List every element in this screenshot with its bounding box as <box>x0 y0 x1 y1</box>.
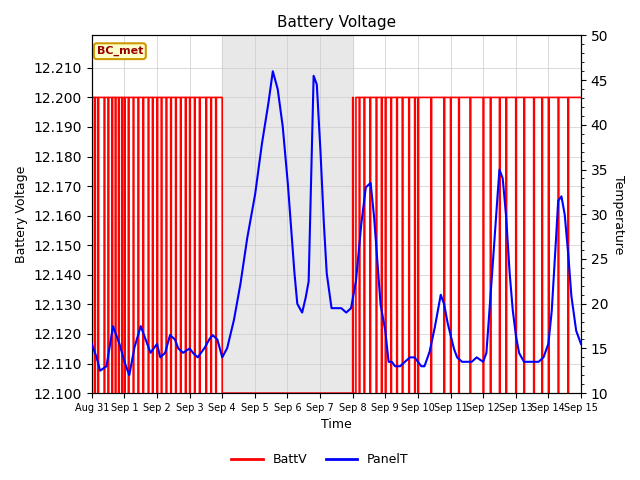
Title: Battery Voltage: Battery Voltage <box>277 15 396 30</box>
X-axis label: Time: Time <box>321 419 352 432</box>
Text: BC_met: BC_met <box>97 46 143 56</box>
Y-axis label: Battery Voltage: Battery Voltage <box>15 166 28 263</box>
Y-axis label: Temperature: Temperature <box>612 175 625 254</box>
Legend: BattV, PanelT: BattV, PanelT <box>227 448 413 471</box>
Bar <box>222 36 353 393</box>
